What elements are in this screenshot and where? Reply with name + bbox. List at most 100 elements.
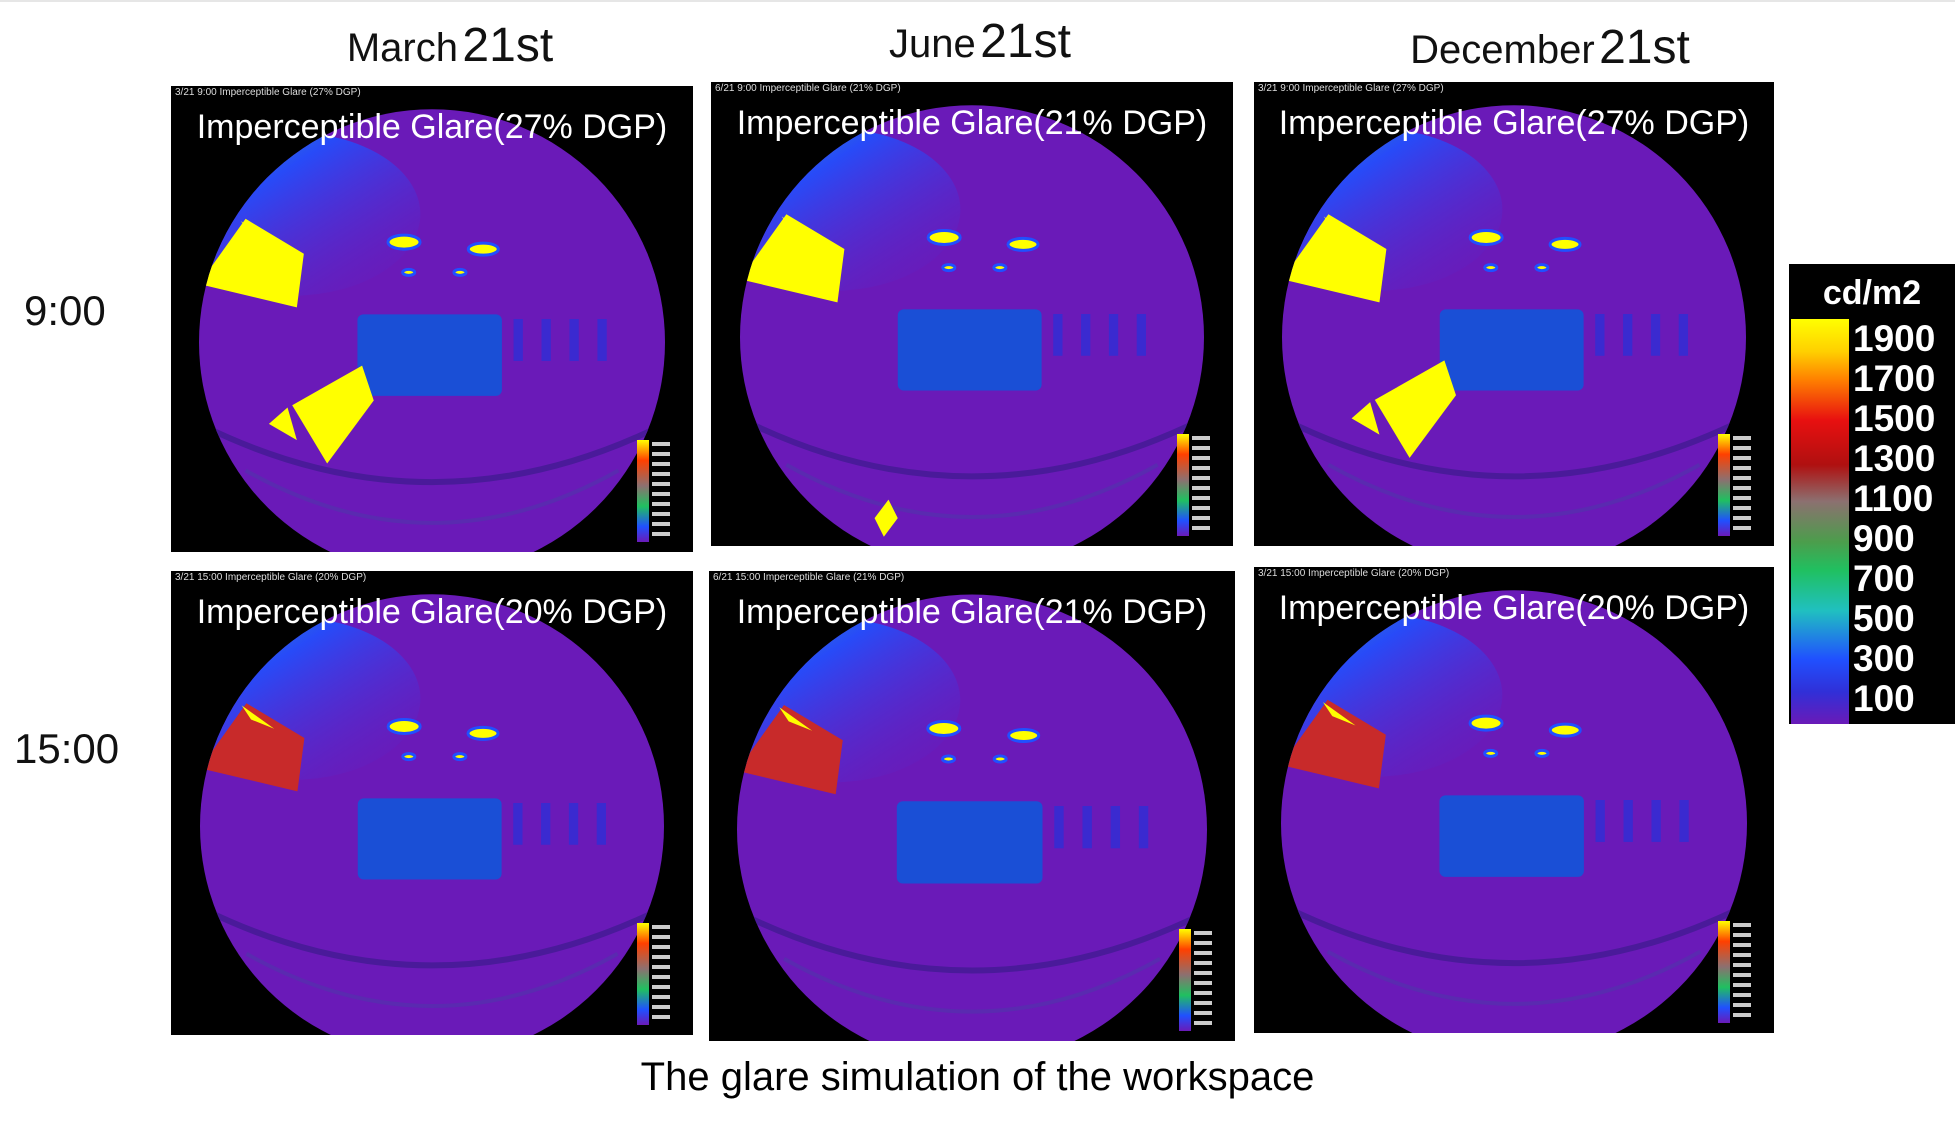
partition	[1651, 800, 1661, 842]
mini-scale-tick	[1192, 496, 1210, 500]
legend-unit: cd/m2	[1822, 274, 1922, 312]
partition	[1679, 800, 1689, 842]
mini-scale-tick	[652, 985, 670, 989]
window-glare	[199, 218, 304, 308]
window-glare-strip	[240, 221, 274, 245]
ceiling-light	[466, 725, 500, 741]
ceiling-light	[1534, 748, 1550, 758]
mini-scale-tick	[1194, 1021, 1212, 1025]
partition	[1623, 314, 1633, 356]
glare-panel: 3/21 15:00 Imperceptible Glare (20% DGP)…	[1254, 567, 1774, 1033]
desk-edge	[1281, 902, 1747, 966]
partition	[1082, 806, 1092, 849]
legend-tick: 700	[1853, 558, 1915, 599]
panel-title: Imperceptible Glare(21% DGP)	[736, 104, 1208, 142]
ceiling-light	[926, 719, 962, 737]
panel-header: 3/21 9:00 Imperceptible Glare (27% DGP)	[1258, 83, 1444, 94]
mini-scale-tick	[1194, 1011, 1212, 1015]
glare-panel: 6/21 15:00 Imperceptible Glare (21% DGP)…	[709, 571, 1235, 1041]
column-title-march: March 21st	[300, 18, 600, 88]
mini-scale-tick	[1733, 943, 1751, 947]
mini-scale-tick	[1194, 951, 1212, 955]
ceiling-light	[926, 228, 962, 246]
mini-scale-tick	[652, 482, 670, 486]
column-month: March	[346, 26, 458, 70]
desk-edge	[737, 909, 1207, 974]
floor-glare-patch	[268, 407, 297, 441]
row-label-3pm: 15:00	[14, 725, 120, 772]
mini-scale-tick	[1194, 931, 1212, 935]
ceiling-light	[452, 267, 468, 277]
mini-scale-tick	[1733, 476, 1751, 480]
monitor-screen	[357, 798, 502, 880]
glare-panel: 3/21 15:00 Imperceptible Glare (20% DGP)…	[171, 571, 693, 1035]
row-label-9am: 9:00	[24, 287, 106, 334]
column-day: 21st	[1599, 21, 1690, 74]
fisheye-render	[737, 594, 1212, 1041]
mini-scale-tick	[652, 925, 670, 929]
partition	[541, 803, 551, 845]
partition	[1595, 314, 1605, 356]
floor-edge	[244, 468, 620, 525]
mini-scale-tick	[652, 945, 670, 949]
panel-title: Imperceptible Glare(21% DGP)	[736, 593, 1208, 631]
mini-color-scale	[637, 923, 649, 1025]
monitor-screen	[1439, 795, 1584, 877]
legend-tick: 1100	[1853, 478, 1934, 519]
partition	[568, 803, 579, 845]
ceiling-light	[941, 263, 957, 273]
mini-scale-tick	[1733, 993, 1751, 997]
window-glare-strip	[781, 216, 815, 240]
panel-title: Imperceptible Glare(20% DGP)	[196, 593, 668, 631]
desk-edge	[199, 421, 665, 485]
monitor-screen	[1439, 309, 1584, 391]
mini-scale-tick	[1733, 953, 1751, 957]
mini-scale-tick	[652, 935, 670, 939]
partition	[1054, 806, 1064, 849]
partition	[1053, 314, 1063, 356]
window-glare	[737, 704, 843, 795]
mini-scale-tick	[1733, 436, 1751, 440]
partition	[1110, 806, 1121, 849]
partition	[1081, 314, 1091, 356]
ceiling-light	[401, 267, 417, 277]
monitor-screen	[896, 801, 1043, 884]
mini-scale-tick	[652, 532, 670, 536]
panel-title: Imperceptible Glare(27% DGP)	[1278, 104, 1750, 142]
column-day: 21st	[462, 19, 554, 72]
floor-edge	[785, 463, 1159, 519]
panel-title: Imperceptible Glare(27% DGP)	[196, 108, 668, 146]
column-day: 21st	[980, 15, 1071, 68]
top-border-line	[0, 0, 1955, 2]
glare-panel: 6/21 9:00 Imperceptible Glare (21% DGP) …	[711, 82, 1233, 546]
column-title-june: June 21st	[830, 14, 1130, 84]
desk-edge	[1282, 415, 1746, 480]
floor-glare-patch	[874, 499, 898, 537]
mini-scale-tick	[652, 955, 670, 959]
mini-scale-tick	[652, 452, 670, 456]
mini-color-scale	[1718, 434, 1730, 536]
legend-tick: 1700	[1853, 358, 1936, 399]
ceiling-light	[1548, 722, 1582, 738]
glare-panel: 3/21 9:00 Imperceptible Glare (27% DGP) …	[171, 86, 693, 552]
floor-glare-patch	[1351, 402, 1380, 435]
floor-glare-patch	[1374, 360, 1456, 458]
mini-scale-tick	[1192, 466, 1210, 470]
mini-scale-tick	[1733, 933, 1751, 937]
mini-scale-tick	[1192, 446, 1210, 450]
legend-tick: 500	[1853, 598, 1915, 639]
mini-scale-tick	[652, 502, 670, 506]
mini-scale-tick	[652, 975, 670, 979]
mini-scale-tick	[1194, 941, 1212, 945]
floor-edge	[1327, 463, 1701, 519]
glare-panel: 3/21 9:00 Imperceptible Glare (27% DGP) …	[1254, 82, 1774, 546]
panel-title: Imperceptible Glare(20% DGP)	[1278, 589, 1750, 627]
legend-color-bar	[1791, 319, 1849, 724]
mini-scale-tick	[1192, 476, 1210, 480]
panel-header: 3/21 15:00 Imperceptible Glare (20% DGP)	[175, 572, 367, 583]
partition	[1595, 800, 1605, 842]
mini-scale-tick	[652, 492, 670, 496]
fisheye-render	[1281, 590, 1751, 1033]
partition	[513, 803, 523, 845]
window-glare	[740, 214, 845, 303]
